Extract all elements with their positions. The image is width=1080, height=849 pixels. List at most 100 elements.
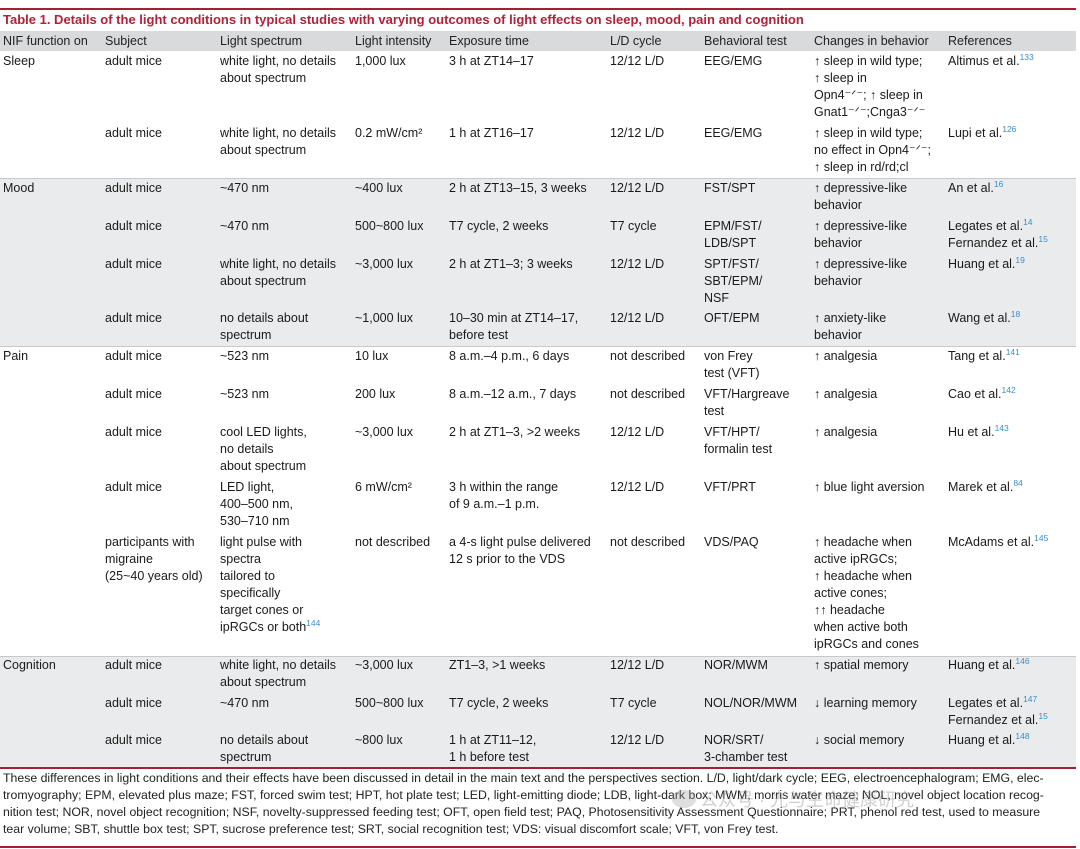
reference-citation-link[interactable]: 15 [1038,233,1048,244]
reference-citation-link[interactable]: 18 [1010,308,1021,319]
reference-cell: Legates et al.147 [948,695,1037,712]
changes-in-behavior-cell: Opn4⁻ᐟ⁻; ↑ sleep in [814,88,923,102]
ld-cycle-cell: T7 cycle [610,696,657,710]
reference-author: Marek et al. [948,480,1014,494]
reference-author: Hu et al. [948,425,995,439]
nif-function-label: Sleep [3,54,35,68]
table-title: Table 1. Details of the light conditions… [3,12,804,27]
reference-citation-link[interactable]: 84 [1013,477,1023,488]
reference-author: Altimus et al. [948,54,1020,68]
reference-citation-link[interactable]: 15 [1038,710,1048,721]
ld-cycle-cell: 12/12 L/D [610,733,665,747]
reference-author: Fernandez et al. [948,236,1039,250]
behavioral-test-cell: test (VFT) [704,366,760,380]
changes-in-behavior-cell: when active both [814,620,908,634]
group-band-mood [0,178,1076,346]
reference-citation-link[interactable]: 146 [1015,655,1030,666]
behavioral-test-cell: NOR/MWM [704,658,768,672]
changes-in-behavior-cell: ↑ analgesia [814,387,878,401]
reference-author: Cao et al. [948,387,1002,401]
reference-author: Legates et al. [948,219,1024,233]
wechat-icon [672,790,696,808]
light-spectrum-cell: no details about [220,311,309,325]
reference-cell: McAdams et al.145 [948,534,1048,551]
behavioral-test-cell: SBT/EPM/ [704,274,763,288]
reference-cell: Marek et al.84 [948,479,1023,496]
subject-cell: adult mice [105,696,162,710]
light-intensity-cell: 500~800 lux [355,219,424,233]
changes-in-behavior-cell: no effect in Opn4⁻ᐟ⁻; [814,143,931,157]
reference-cell: Altimus et al.133 [948,53,1034,70]
reference-citation-link[interactable]: 19 [1015,254,1025,265]
reference-author: Huang et al. [948,733,1016,747]
light-spectrum-cell: white light, no details [220,257,337,271]
reference-author: Huang et al. [948,257,1016,271]
exposure-time-cell: 12 s prior to the VDS [449,552,566,566]
reference-citation-link[interactable]: 14 [1023,216,1033,227]
light-spectrum-cell: spectrum [220,328,272,342]
exposure-time-cell: of 9 a.m.–1 p.m. [449,497,540,511]
reference-citation-link[interactable]: 145 [1034,532,1049,543]
ld-cycle-cell: 12/12 L/D [610,126,665,140]
subject-cell: adult mice [105,733,162,747]
light-spectrum-cell: 400–500 nm, [220,497,293,511]
changes-in-behavior-cell: active cones; [814,586,887,600]
exposure-time-cell: ZT1–3, >1 weeks [449,658,546,672]
light-spectrum-cell: about spectrum [220,675,307,689]
exposure-time-cell: before test [449,328,509,342]
subject-cell: adult mice [105,425,162,439]
light-spectrum-cell: about spectrum [220,71,307,85]
behavioral-test-cell: FST/SPT [704,181,756,195]
group-band-sleep [0,52,1076,178]
changes-in-behavior-cell: ↑ depressive-like [814,257,908,271]
exposure-time-cell: a 4-s light pulse delivered [449,535,591,549]
reference-author: Wang et al. [948,311,1011,325]
reference-citation-link[interactable]: 142 [1001,384,1016,395]
light-spectrum-cell: no details [220,442,274,456]
subject-cell: adult mice [105,658,162,672]
ld-cycle-cell: not described [610,349,686,363]
group-divider [0,178,1076,179]
reference-author: Lupi et al. [948,126,1003,140]
ld-cycle-cell: 12/12 L/D [610,311,665,325]
reference-author: Huang et al. [948,658,1016,672]
changes-in-behavior-cell: ↑ analgesia [814,349,878,363]
changes-in-behavior-cell: ↓ learning memory [814,696,917,710]
reference-cell: Wang et al.18 [948,310,1020,327]
table-footnote: These differences in light conditions an… [3,770,1075,838]
light-intensity-cell: ~400 lux [355,181,403,195]
reference-citation-link[interactable]: 133 [1019,51,1034,62]
subject-cell: adult mice [105,480,162,494]
reference-citation-link[interactable]: 16 [993,178,1004,189]
reference-citation-link[interactable]: 147 [1023,693,1038,704]
changes-in-behavior-cell: ↑ spatial memory [814,658,909,672]
table-header-row: NIF function on Subject Light spectrum Ligh… [0,31,1076,51]
nif-function-label: Cognition [3,658,56,672]
group-band-cognition [0,656,1076,767]
header-exposure-time: Exposure time [449,34,529,48]
light-spectrum-cell: target cones or [220,603,304,617]
reference-citation-link[interactable]: 143 [994,422,1009,433]
behavioral-test-cell: von Frey [704,349,753,363]
header-changes-in-behavior: Changes in behavior [814,34,929,48]
header-light-intensity: Light intensity [355,34,432,48]
footnote-line: tear volume; SBT, shuttle box test; SPT,… [3,822,779,836]
light-spectrum-cell: ~523 nm [220,349,269,363]
reference-citation-link[interactable]: 126 [1002,123,1017,134]
behavioral-test-cell: LDB/SPT [704,236,757,250]
reference-citation-link[interactable]: 141 [1005,346,1020,357]
ld-cycle-cell: 12/12 L/D [610,480,665,494]
reference-cell: Fernandez et al.15 [948,235,1048,252]
footnote-line: These differences in light conditions an… [3,771,1044,785]
reference-citation-link[interactable]: 148 [1015,730,1030,741]
light-spectrum-cell: light pulse with [220,535,302,549]
changes-in-behavior-cell: behavior [814,198,862,212]
spectrum-citation[interactable]: 144 [306,617,321,628]
behavioral-test-cell: formalin test [704,442,773,456]
reference-author: McAdams et al. [948,535,1035,549]
reference-cell: Tang et al.141 [948,348,1020,365]
light-intensity-cell: ~3,000 lux [355,257,414,271]
light-spectrum-cell: spectrum [220,750,272,764]
exposure-time-cell: 1 h before test [449,750,529,764]
table-title-bar: Table 1. Details of the light conditions… [0,8,1076,33]
